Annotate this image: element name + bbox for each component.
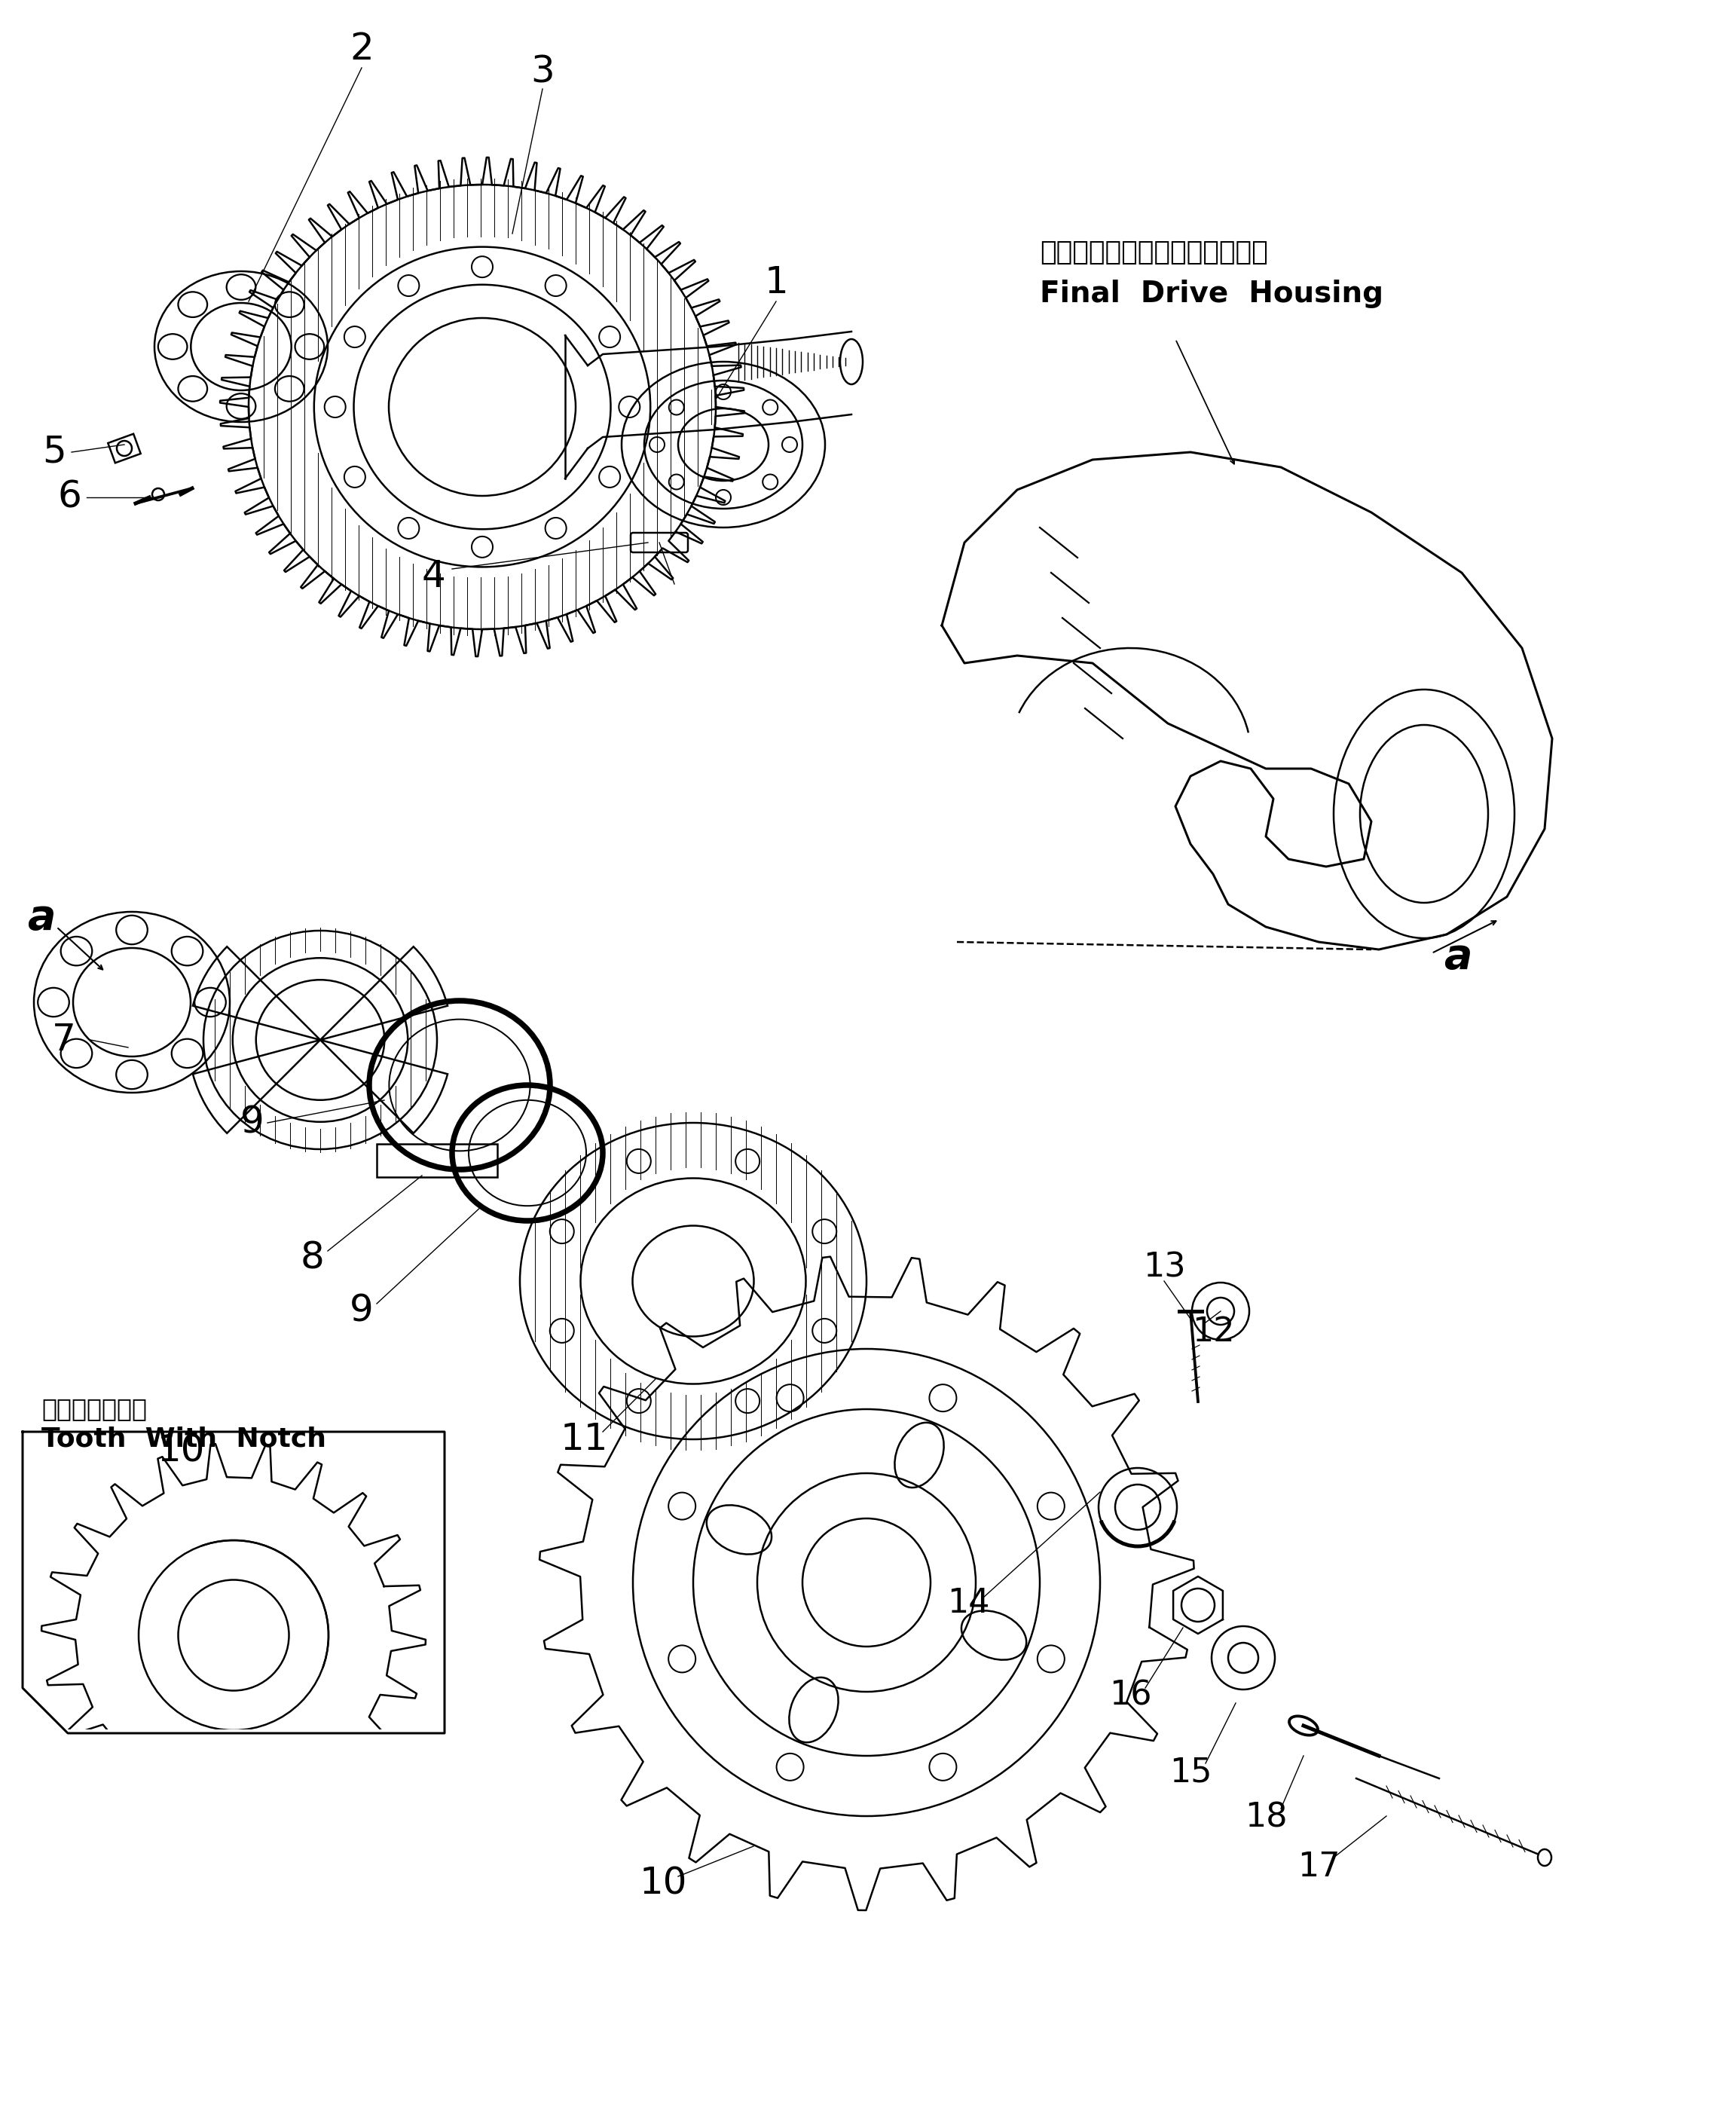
Text: 4: 4 bbox=[422, 558, 444, 594]
Text: 8: 8 bbox=[300, 1240, 325, 1276]
Text: ファイナルドライブハウジング: ファイナルドライブハウジング bbox=[1040, 239, 1267, 266]
Text: 18: 18 bbox=[1245, 1802, 1286, 1834]
Text: a: a bbox=[28, 898, 56, 938]
Polygon shape bbox=[23, 1433, 444, 1733]
Ellipse shape bbox=[840, 338, 863, 385]
Text: 6: 6 bbox=[57, 480, 82, 516]
Text: 15: 15 bbox=[1170, 1756, 1212, 1788]
Text: 歯部きり欠き付: 歯部きり欠き付 bbox=[42, 1397, 148, 1422]
Text: a: a bbox=[1444, 936, 1472, 978]
Text: 7: 7 bbox=[52, 1023, 76, 1059]
Text: 14: 14 bbox=[946, 1587, 990, 1621]
Text: 3: 3 bbox=[531, 53, 554, 89]
Text: 13: 13 bbox=[1142, 1251, 1186, 1285]
FancyBboxPatch shape bbox=[630, 532, 687, 551]
Text: Final  Drive  Housing: Final Drive Housing bbox=[1040, 279, 1384, 308]
Ellipse shape bbox=[1290, 1716, 1318, 1735]
Text: 9: 9 bbox=[241, 1105, 264, 1141]
Text: 12: 12 bbox=[1191, 1316, 1234, 1348]
Ellipse shape bbox=[1538, 1849, 1552, 1866]
Bar bbox=[108, 433, 141, 463]
Text: 10: 10 bbox=[639, 1866, 687, 1902]
Text: Tooth  With  Notch: Tooth With Notch bbox=[42, 1426, 326, 1452]
Text: 1: 1 bbox=[764, 264, 788, 300]
Text: 5: 5 bbox=[42, 433, 66, 471]
Text: 17: 17 bbox=[1297, 1851, 1340, 1883]
Text: 9: 9 bbox=[349, 1293, 373, 1329]
Text: 11: 11 bbox=[561, 1422, 608, 1458]
Bar bbox=[377, 1143, 496, 1177]
Text: 16: 16 bbox=[1109, 1680, 1151, 1712]
Text: 10: 10 bbox=[156, 1433, 205, 1469]
Text: 2: 2 bbox=[349, 32, 373, 68]
